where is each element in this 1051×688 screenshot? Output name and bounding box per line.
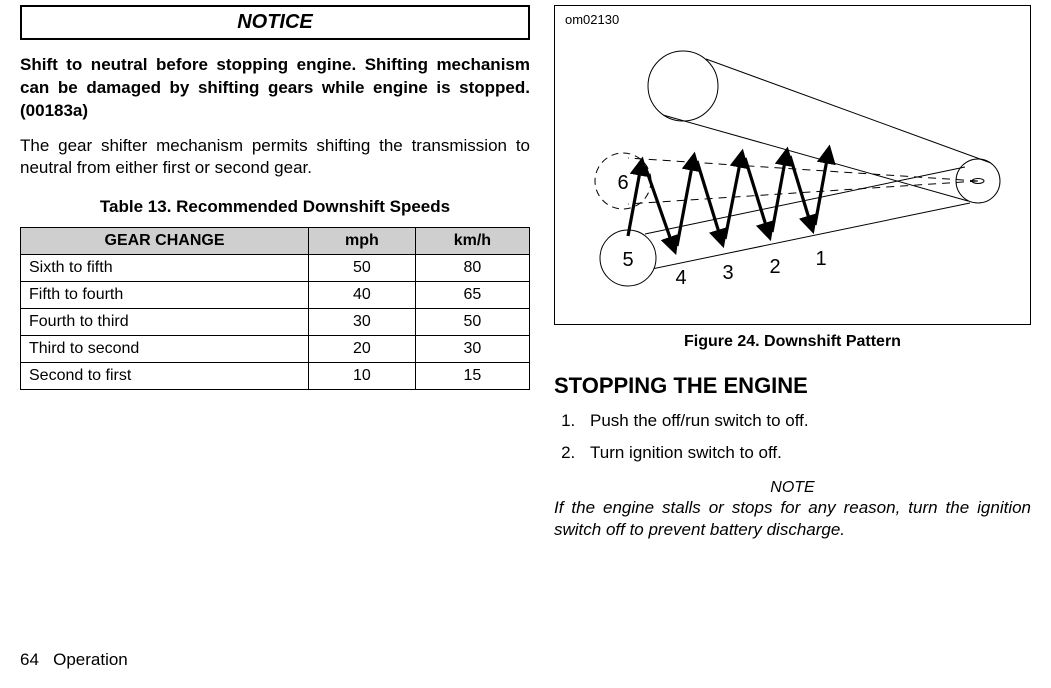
page-number: 64 (20, 650, 39, 669)
footer-section: Operation (53, 650, 128, 669)
table-caption: Table 13. Recommended Downshift Speeds (20, 197, 530, 217)
gear-5-label: 5 (622, 249, 633, 271)
table-row: Fifth to fourth4065 (21, 282, 530, 309)
step-1: Push the off/run switch to off. (580, 411, 1031, 431)
warning-text: Shift to neutral before stopping engine.… (20, 54, 530, 123)
gear-3-label: 3 (722, 262, 733, 284)
figure-box: om02130 6 5 (554, 5, 1031, 325)
figure-caption: Figure 24. Downshift Pattern (554, 333, 1031, 351)
table-row: Second to first1015 (21, 363, 530, 390)
gear-2-label: 2 (769, 256, 780, 278)
figure-id: om02130 (565, 12, 619, 27)
page-footer: 64 Operation (0, 650, 1051, 670)
col-gear: GEAR CHANGE (21, 228, 309, 255)
table-row: Fourth to third3050 (21, 309, 530, 336)
gear-4-label: 4 (675, 267, 686, 289)
stop-engine-steps: Push the off/run switch to off. Turn ign… (554, 411, 1031, 463)
notice-label: NOTICE (237, 11, 313, 33)
col-mph: mph (309, 228, 416, 255)
downshift-diagram: 6 5 (573, 36, 1013, 316)
body-paragraph: The gear shifter mechanism permits shift… (20, 135, 530, 179)
downshift-table: GEAR CHANGE mph km/h Sixth to fifth5080 … (20, 227, 530, 390)
note-text: If the engine stalls or stops for any re… (554, 497, 1031, 541)
stopping-engine-title: STOPPING THE ENGINE (554, 373, 1031, 399)
note-label: NOTE (554, 479, 1031, 497)
step-2: Turn ignition switch to off. (580, 443, 1031, 463)
col-kmh: km/h (415, 228, 529, 255)
table-row: Sixth to fifth5080 (21, 255, 530, 282)
gear-1-label: 1 (815, 248, 826, 270)
notice-box: NOTICE (20, 5, 530, 40)
gear-6-label: 6 (617, 172, 628, 194)
table-row: Third to second2030 (21, 336, 530, 363)
